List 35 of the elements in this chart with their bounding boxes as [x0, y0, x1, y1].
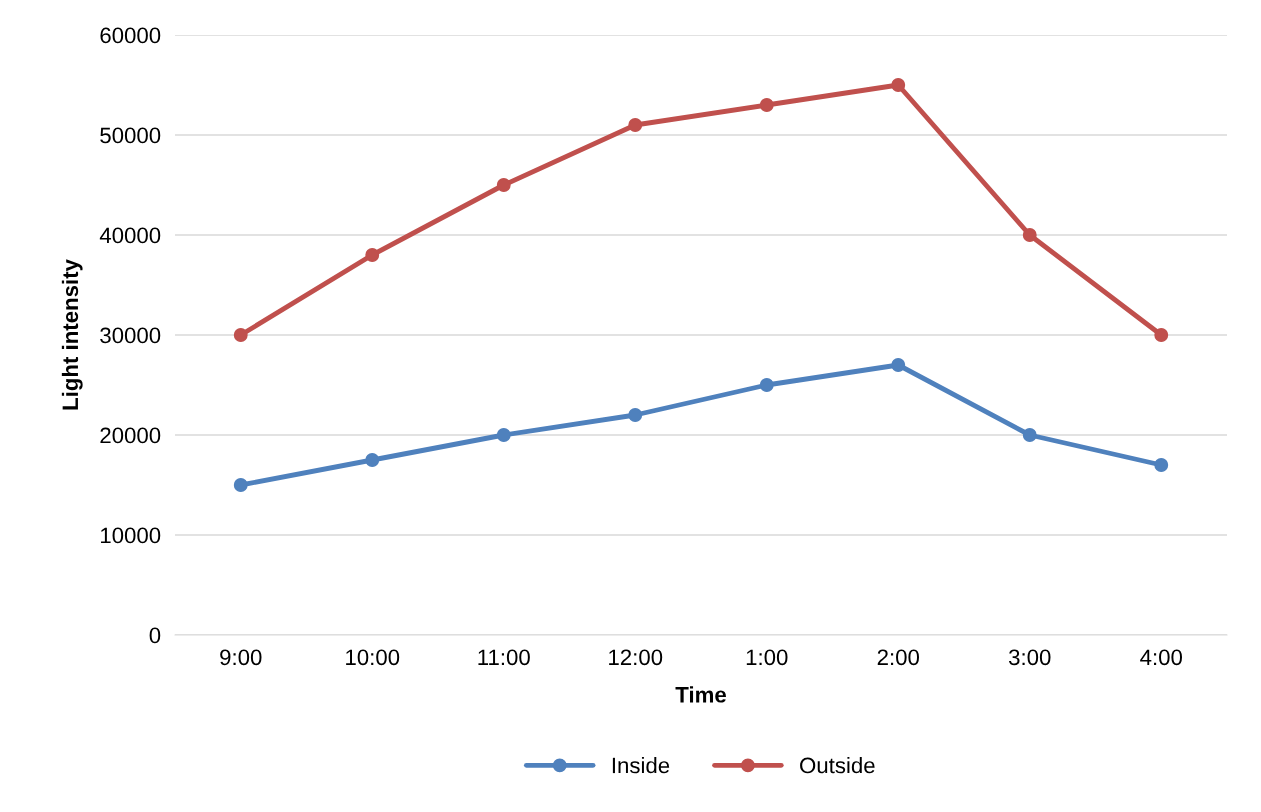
point [628, 118, 643, 132]
point [759, 378, 774, 392]
x-tick-label: 10:00 [346, 649, 400, 666]
point [1022, 428, 1037, 442]
x-tick-label: 1:00 [746, 649, 788, 666]
y-tick-label: 30000 [100, 327, 161, 344]
y-tick-label: 0 [149, 627, 161, 644]
point [233, 328, 248, 342]
point [365, 248, 380, 262]
y-tick-label: 40000 [99, 227, 161, 244]
point [496, 428, 511, 442]
y-tick-label: 10000 [101, 527, 161, 544]
y-tick-label: 60000 [100, 27, 161, 44]
point [1022, 228, 1037, 242]
point [365, 453, 380, 467]
point [233, 478, 248, 492]
x-tick-label: 12:00 [609, 649, 663, 666]
y-tick-label: 50000 [100, 127, 161, 144]
legend-label: Inside [612, 757, 670, 774]
point [891, 358, 906, 372]
y-tick-label: 20000 [100, 427, 161, 444]
x-tick-label: 4:00 [1140, 649, 1183, 666]
x-tick-label: 2:00 [877, 649, 920, 666]
point [628, 408, 643, 422]
x-tick-label: 9:00 [220, 649, 262, 666]
point [891, 78, 906, 92]
point [1154, 458, 1169, 472]
x-axis-title: Time [675, 686, 726, 703]
x-tick-label: 3:00 [1008, 649, 1051, 666]
x-tick-label: 11:00 [478, 649, 530, 666]
point [496, 178, 511, 192]
y-axis-title: Light intensity [61, 259, 83, 410]
point [1154, 328, 1169, 342]
point [759, 98, 774, 112]
legend-label: Outside [800, 757, 875, 774]
